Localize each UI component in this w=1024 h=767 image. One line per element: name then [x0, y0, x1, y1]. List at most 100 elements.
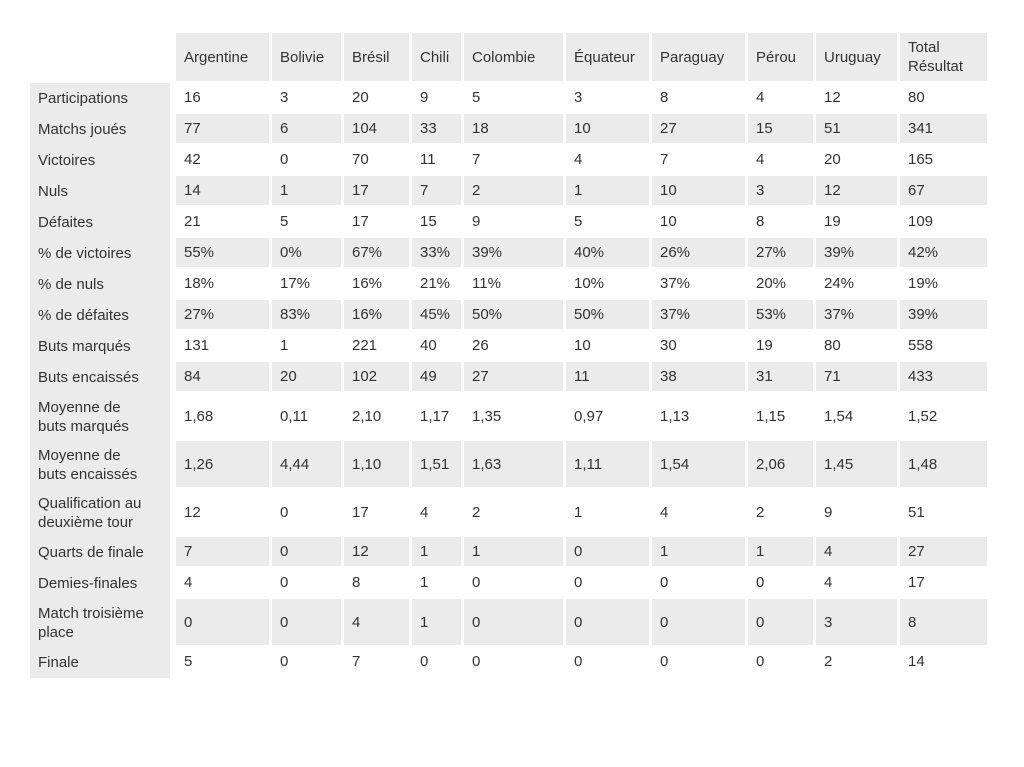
data-cell: 10	[566, 114, 652, 145]
data-cell: 7	[412, 176, 464, 207]
table-row: Quarts de finale 7 0 12 1 1 0 1 1 4 27	[30, 537, 990, 568]
row-label: % de défaites	[30, 300, 176, 331]
data-cell: 9	[816, 489, 900, 537]
data-cell: 4	[566, 145, 652, 176]
row-label: Moyenne de buts marqués	[30, 393, 176, 441]
data-cell: 558	[900, 331, 990, 362]
data-cell: 2,06	[748, 441, 816, 489]
data-cell: 51	[816, 114, 900, 145]
data-cell: 1,35	[464, 393, 566, 441]
data-cell: 21%	[412, 269, 464, 300]
data-cell: 40	[412, 331, 464, 362]
data-cell: 8	[900, 599, 990, 647]
data-cell: 15	[412, 207, 464, 238]
data-cell: 1,54	[652, 441, 748, 489]
row-label: Quarts de finale	[30, 537, 176, 568]
data-cell: 83%	[272, 300, 344, 331]
data-cell: 18%	[176, 269, 272, 300]
data-cell: 165	[900, 145, 990, 176]
data-cell: 3	[272, 83, 344, 114]
data-cell: 10	[652, 176, 748, 207]
data-cell: 0	[566, 647, 652, 678]
table-row: Défaites 21 5 17 15 9 5 10 8 19 109	[30, 207, 990, 238]
data-cell: 37%	[816, 300, 900, 331]
data-cell: 9	[464, 207, 566, 238]
data-cell: 27	[652, 114, 748, 145]
column-header-bresil: Brésil	[344, 33, 412, 83]
data-cell: 7	[652, 145, 748, 176]
data-cell: 30	[652, 331, 748, 362]
data-cell: 33%	[412, 238, 464, 269]
column-header-bolivie: Bolivie	[272, 33, 344, 83]
data-cell: 3	[816, 599, 900, 647]
data-cell: 1,26	[176, 441, 272, 489]
data-cell: 80	[900, 83, 990, 114]
data-cell: 20	[272, 362, 344, 393]
table-row: Buts marqués 131 1 221 40 26 10 30 19 80 558	[30, 331, 990, 362]
column-header-argentine: Argentine	[176, 33, 272, 83]
table-row: Demies-finales 4 0 8 1 0 0 0 0 4 17	[30, 568, 990, 599]
data-cell: 55%	[176, 238, 272, 269]
data-cell: 14	[176, 176, 272, 207]
data-cell: 20	[816, 145, 900, 176]
column-header-paraguay: Paraguay	[652, 33, 748, 83]
data-cell: 0	[652, 599, 748, 647]
data-cell: 77	[176, 114, 272, 145]
data-cell: 39%	[900, 300, 990, 331]
row-label: % de nuls	[30, 269, 176, 300]
data-cell: 8	[344, 568, 412, 599]
data-cell: 16%	[344, 269, 412, 300]
data-cell: 12	[176, 489, 272, 537]
data-cell: 4	[412, 489, 464, 537]
data-cell: 1,52	[900, 393, 990, 441]
data-cell: 15	[748, 114, 816, 145]
data-cell: 37%	[652, 269, 748, 300]
data-cell: 17%	[272, 269, 344, 300]
data-cell: 53%	[748, 300, 816, 331]
data-cell: 2,10	[344, 393, 412, 441]
data-cell: 71	[816, 362, 900, 393]
data-cell: 1,17	[412, 393, 464, 441]
corner-cell	[30, 33, 176, 83]
data-cell: 0	[412, 647, 464, 678]
row-label: Buts marqués	[30, 331, 176, 362]
data-cell: 24%	[816, 269, 900, 300]
data-cell: 104	[344, 114, 412, 145]
data-cell: 0%	[272, 238, 344, 269]
data-cell: 17	[344, 176, 412, 207]
data-cell: 12	[816, 176, 900, 207]
data-cell: 0	[748, 568, 816, 599]
data-cell: 8	[652, 83, 748, 114]
data-cell: 7	[464, 145, 566, 176]
header-row: Argentine Bolivie Brésil Chili Colombie …	[30, 33, 990, 83]
data-cell: 1,11	[566, 441, 652, 489]
data-cell: 0	[272, 489, 344, 537]
data-cell: 33	[412, 114, 464, 145]
data-cell: 70	[344, 145, 412, 176]
data-cell: 2	[816, 647, 900, 678]
data-cell: 27%	[748, 238, 816, 269]
data-cell: 1	[412, 599, 464, 647]
data-cell: 0	[464, 647, 566, 678]
row-label: Demies-finales	[30, 568, 176, 599]
data-cell: 4	[816, 537, 900, 568]
data-cell: 0	[176, 599, 272, 647]
data-cell: 221	[344, 331, 412, 362]
data-cell: 5	[566, 207, 652, 238]
data-cell: 19%	[900, 269, 990, 300]
row-label: Défaites	[30, 207, 176, 238]
data-cell: 10	[652, 207, 748, 238]
data-cell: 0	[272, 537, 344, 568]
data-cell: 40%	[566, 238, 652, 269]
data-cell: 9	[412, 83, 464, 114]
data-cell: 80	[816, 331, 900, 362]
row-label: Matchs joués	[30, 114, 176, 145]
data-cell: 1	[464, 537, 566, 568]
data-cell: 1,63	[464, 441, 566, 489]
data-cell: 131	[176, 331, 272, 362]
data-cell: 17	[344, 489, 412, 537]
row-label: Qualification au deuxième tour	[30, 489, 176, 537]
data-cell: 5	[176, 647, 272, 678]
data-cell: 26	[464, 331, 566, 362]
column-header-colombie: Colombie	[464, 33, 566, 83]
